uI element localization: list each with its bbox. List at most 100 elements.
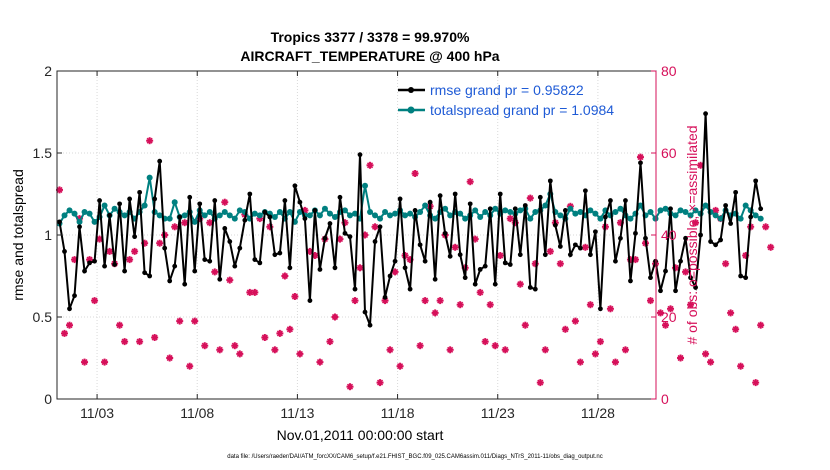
obs-marker-stroke [492,342,499,349]
totalspread-point [191,218,198,225]
totalspread-point [392,210,399,217]
obs-count-marker [737,362,745,370]
obs-marker-stroke [472,236,479,243]
totalspread-point [146,174,153,181]
obs-marker-stroke [477,289,484,296]
obs-marker-stroke [171,223,178,230]
obs-marker-stroke [246,289,253,296]
obs-marker-stroke [507,215,514,222]
rmse-point [122,268,128,274]
rmse-point [227,239,233,244]
rmse-point [547,178,553,184]
rmse-point [437,193,443,199]
totalspread-point [221,209,228,216]
totalspread-point [306,212,313,219]
obs-marker-stroke [146,137,153,144]
totalspread-point [672,212,679,219]
totalspread-point [236,207,243,214]
obs-marker-stroke [712,207,719,214]
obs-marker-stroke [121,338,128,345]
totalspread-point [111,205,118,212]
rmse-point [623,198,628,203]
obs-count-marker [611,358,619,366]
obs-marker-stroke [56,186,63,193]
obs-marker-stroke [527,195,534,202]
totalspread-point [382,209,389,216]
axes: 11/03 11/08 11/13 11/18 11/23 11/2800.511.520… [33,63,677,421]
rmse-point [262,209,268,215]
legend-marker-rmse [408,87,414,93]
obs-marker-stroke [131,248,138,255]
obs-marker-stroke [667,305,674,312]
totalspread-point [692,207,699,214]
obs-count-marker [591,350,599,358]
obs-marker-stroke [126,256,133,263]
obs-marker-stroke [677,354,684,362]
obs-count-marker [677,354,685,362]
rmse-point [402,265,408,271]
y-tick-label-right: 60 [661,145,677,161]
totalspread-point [351,210,358,217]
totalspread-point [171,199,178,206]
totalspread-point [387,212,394,219]
obs-count-marker [316,358,324,366]
x-tick-label: 11/03 [80,405,114,421]
obs-marker-stroke [156,240,163,247]
obs-marker-stroke [151,334,158,341]
obs-marker-stroke [732,326,739,333]
obs-count-marker [171,223,179,231]
rmse-point [387,273,393,279]
rmse-point [142,270,148,276]
obs-count-marker [732,325,740,333]
rmse-point [372,239,378,244]
obs-marker-stroke [61,330,68,337]
rmse-point [172,263,178,269]
obs-count-marker [416,342,424,350]
rmse-point [467,201,473,207]
obs-count-marker [186,362,194,370]
rmse-point [277,250,283,256]
rmse-point [107,212,112,218]
totalspread-point [141,202,148,209]
obs-count-marker [226,276,234,284]
rmse-point [392,258,398,264]
totalspread-point [637,202,644,209]
rmse-point [332,265,338,271]
rmse-point [167,278,173,284]
rmse-point [648,275,653,281]
rmse-point [643,235,648,241]
obs-marker-stroke [592,350,599,357]
rmse-point [102,263,107,269]
rmse-point [608,198,613,203]
totalspread-point [652,215,659,222]
rmse-point [342,230,348,236]
obs-count-marker [606,305,614,313]
obs-count-marker [136,338,144,346]
totalspread-point [617,205,624,212]
rmse-point [638,160,643,166]
rmse-point [422,258,428,264]
rmse-point [432,276,438,282]
obs-count-marker [121,338,129,346]
obs-marker-stroke [206,219,213,226]
totalspread-point [422,202,429,209]
obs-count-marker [346,383,354,391]
totalspread-point [647,209,654,216]
rmse-point [628,278,633,284]
rmse-point [592,229,598,235]
obs-marker-stroke [637,154,644,161]
obs-count-marker [516,280,524,288]
rmse-point [587,252,593,258]
obs-count-marker [156,239,164,247]
obs-marker-stroke [236,350,243,357]
obs-marker-stroke [597,338,604,345]
obs-marker-stroke [437,297,444,304]
rmse-point [557,244,563,249]
rmse-point [562,208,568,213]
totalspread-point [477,213,484,220]
obs-marker-stroke [386,346,394,353]
rmse-point [137,189,143,195]
obs-marker-stroke [517,281,524,288]
obs-count-marker [496,252,504,259]
totalspread-point [81,209,88,216]
